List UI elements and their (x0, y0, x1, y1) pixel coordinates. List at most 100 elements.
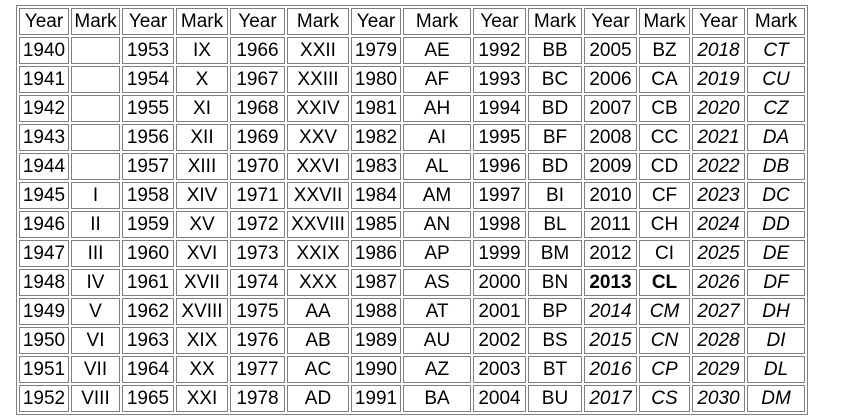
year-cell: 1966 (230, 37, 285, 64)
mark-cell: BD (528, 95, 582, 122)
year-cell: 1949 (19, 298, 69, 325)
mark-cell: BT (528, 356, 582, 383)
year-cell: 1993 (473, 66, 526, 93)
year-cell: 1953 (122, 37, 174, 64)
mark-cell: AN (403, 211, 471, 238)
mark-header: Mark (528, 8, 582, 35)
mark-cell: CC (639, 124, 690, 151)
mark-cell: CL (639, 269, 690, 296)
year-cell: 2025 (692, 240, 745, 267)
mark-cell: DH (747, 298, 805, 325)
mark-cell: XIV (176, 182, 228, 209)
mark-cell: XVII (176, 269, 228, 296)
year-cell: 2016 (584, 356, 637, 383)
year-cell: 2028 (692, 327, 745, 354)
year-cell: 1963 (122, 327, 174, 354)
year-cell: 1941 (19, 66, 69, 93)
year-cell: 1987 (351, 269, 401, 296)
year-cell: 1965 (122, 385, 174, 412)
year-cell: 1942 (19, 95, 69, 122)
mark-cell: CZ (747, 95, 805, 122)
year-cell: 1954 (122, 66, 174, 93)
mark-cell: VII (71, 356, 120, 383)
mark-cell: XX (176, 356, 228, 383)
mark-cell: XXVIII (287, 211, 349, 238)
year-cell: 1957 (122, 153, 174, 180)
mark-cell: AI (403, 124, 471, 151)
mark-cell: AC (287, 356, 349, 383)
year-cell: 2020 (692, 95, 745, 122)
mark-cell: CB (639, 95, 690, 122)
year-cell: 1956 (122, 124, 174, 151)
mark-cell: CN (639, 327, 690, 354)
year-cell: 1985 (351, 211, 401, 238)
mark-cell: XXII (287, 37, 349, 64)
year-cell: 1989 (351, 327, 401, 354)
year-cell: 1950 (19, 327, 69, 354)
year-cell: 1979 (351, 37, 401, 64)
mark-cell (71, 153, 120, 180)
year-cell: 2030 (692, 385, 745, 412)
mark-cell: AP (403, 240, 471, 267)
mark-cell: AT (403, 298, 471, 325)
year-cell: 1947 (19, 240, 69, 267)
year-cell: 1983 (351, 153, 401, 180)
mark-header: Mark (176, 8, 228, 35)
year-cell: 1968 (230, 95, 285, 122)
mark-cell: AB (287, 327, 349, 354)
mark-cell: CD (639, 153, 690, 180)
mark-cell: VI (71, 327, 120, 354)
year-cell: 2010 (584, 182, 637, 209)
table-row: 1945 I 1958 XIV 1971 XXVII 1984 AM 1997 BI 2010 CF 2… (19, 182, 805, 209)
mark-cell (71, 37, 120, 64)
header-row: Year Mark Year Mark Year Mark Year Mark Year Mark… (19, 8, 805, 35)
year-cell: 2002 (473, 327, 526, 354)
mark-cell: XI (176, 95, 228, 122)
table-row: 1941 1954 X 1967 XXIII 1980 AF 1993 BC 2006 CA 2019… (19, 66, 805, 93)
year-cell: 1972 (230, 211, 285, 238)
year-cell: 1973 (230, 240, 285, 267)
mark-header: Mark (71, 8, 120, 35)
mark-cell: BB (528, 37, 582, 64)
mark-cell: BD (528, 153, 582, 180)
mark-cell: XXIII (287, 66, 349, 93)
year-cell: 1967 (230, 66, 285, 93)
year-cell: 2027 (692, 298, 745, 325)
year-cell: 1961 (122, 269, 174, 296)
year-cell: 1971 (230, 182, 285, 209)
year-cell: 1977 (230, 356, 285, 383)
mark-cell: BZ (639, 37, 690, 64)
mark-cell: DE (747, 240, 805, 267)
year-cell: 1951 (19, 356, 69, 383)
mark-cell: XXV (287, 124, 349, 151)
year-cell: 1960 (122, 240, 174, 267)
mark-cell: CA (639, 66, 690, 93)
year-cell: 1992 (473, 37, 526, 64)
year-cell: 1940 (19, 37, 69, 64)
year-cell: 1991 (351, 385, 401, 412)
mark-cell: CI (639, 240, 690, 267)
year-cell: 1996 (473, 153, 526, 180)
year-cell: 2019 (692, 66, 745, 93)
mark-cell: XIII (176, 153, 228, 180)
year-cell: 2007 (584, 95, 637, 122)
year-cell: 2011 (584, 211, 637, 238)
mark-header: Mark (639, 8, 690, 35)
table-row: 1951 VII 1964 XX 1977 AC 1990 AZ 2003 BT 2016 CP 202… (19, 356, 805, 383)
mark-cell: AA (287, 298, 349, 325)
mark-cell: BN (528, 269, 582, 296)
mark-cell: BC (528, 66, 582, 93)
mark-cell: BS (528, 327, 582, 354)
mark-cell: AM (403, 182, 471, 209)
mark-cell: BU (528, 385, 582, 412)
table-row: 1944 1957 XIII 1970 XXVI 1983 AL 1996 BD 2009 CD 20… (19, 153, 805, 180)
year-cell: 1964 (122, 356, 174, 383)
year-cell: 1943 (19, 124, 69, 151)
year-cell: 2004 (473, 385, 526, 412)
table-row: 1942 1955 XI 1968 XXIV 1981 AH 1994 BD 2007 CB 2020… (19, 95, 805, 122)
mark-cell: DF (747, 269, 805, 296)
year-cell: 2015 (584, 327, 637, 354)
year-cell: 1948 (19, 269, 69, 296)
year-cell: 1959 (122, 211, 174, 238)
year-cell: 1958 (122, 182, 174, 209)
